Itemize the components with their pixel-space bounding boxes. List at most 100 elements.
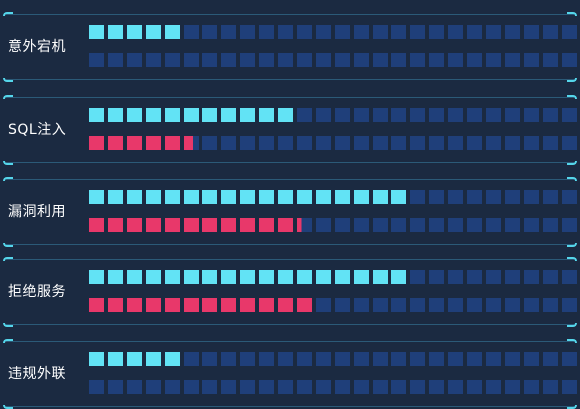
blue-bar-segment bbox=[183, 270, 199, 284]
red-bar-segment bbox=[429, 298, 445, 312]
red-bar-segment bbox=[126, 380, 142, 394]
blue-bar-segment bbox=[410, 25, 426, 39]
blue-bar-segment bbox=[202, 25, 218, 39]
blue-bar-segment bbox=[221, 25, 237, 39]
blue-bar-segment bbox=[259, 25, 275, 39]
blue-bar-segment bbox=[504, 270, 520, 284]
blue-bar-segment bbox=[107, 108, 123, 122]
blue-bar-segment bbox=[372, 108, 388, 122]
blue-bar-segment bbox=[89, 352, 104, 366]
red-bar-segment bbox=[145, 136, 161, 150]
red-bar-segment bbox=[259, 218, 275, 232]
red-bar-segment bbox=[296, 380, 312, 394]
corner-bracket bbox=[3, 177, 13, 181]
red-bar-segment bbox=[391, 380, 407, 394]
row-top-line bbox=[6, 341, 574, 342]
row-accidental-downtime: 意外宕机 bbox=[0, 12, 580, 82]
red-bar-segment bbox=[164, 380, 180, 394]
red-bar-segment bbox=[485, 136, 501, 150]
row-top-line bbox=[6, 97, 574, 98]
red-bar-segment bbox=[278, 53, 293, 67]
red-bar-segment bbox=[202, 380, 218, 394]
red-bar-segment bbox=[202, 136, 218, 150]
blue-bar-segment bbox=[164, 270, 180, 284]
row-sql-injection: SQL注入 bbox=[0, 95, 580, 165]
blue-bar-segment bbox=[523, 108, 539, 122]
corner-bracket bbox=[3, 323, 13, 327]
blue-bar-segment bbox=[183, 352, 199, 366]
blue-bar-segment bbox=[240, 190, 256, 204]
red-bar-segment bbox=[485, 53, 501, 67]
red-bar-segment bbox=[372, 218, 388, 232]
red-bar-segment bbox=[89, 218, 104, 232]
red-bar-segment bbox=[467, 218, 482, 232]
red-bar-segment bbox=[89, 136, 104, 150]
blue-bar-segment bbox=[107, 25, 123, 39]
red-bar-segment bbox=[523, 218, 539, 232]
red-bar-segment bbox=[164, 218, 180, 232]
red-bar-segment bbox=[240, 53, 256, 67]
blue-bar-segment bbox=[485, 352, 501, 366]
blue-bar-segment bbox=[334, 352, 350, 366]
red-bar-segment bbox=[448, 53, 464, 67]
corner-bracket bbox=[3, 12, 13, 16]
blue-bar-segment bbox=[448, 352, 464, 366]
red-bar-segment bbox=[391, 298, 407, 312]
blue-bar-segment bbox=[202, 270, 218, 284]
blue-bar-segment bbox=[315, 25, 331, 39]
blue-bar-segment bbox=[504, 25, 520, 39]
red-bar-segment bbox=[107, 298, 123, 312]
red-bar-segment bbox=[145, 53, 161, 67]
red-bar-segment bbox=[334, 53, 350, 67]
corner-bracket bbox=[567, 243, 577, 247]
red-bar-segment bbox=[448, 218, 464, 232]
blue-bar-segment bbox=[296, 190, 312, 204]
blue-bar-segment bbox=[353, 108, 369, 122]
blue-bar-segment bbox=[410, 108, 426, 122]
blue-bar-segment bbox=[126, 108, 142, 122]
red-bar-segment bbox=[315, 218, 331, 232]
red-bar-segment bbox=[523, 380, 539, 394]
blue-bar-segment bbox=[278, 270, 293, 284]
blue-bar-segment bbox=[353, 352, 369, 366]
corner-bracket bbox=[567, 323, 577, 327]
row-top-line bbox=[6, 179, 574, 180]
red-bar-segment bbox=[410, 136, 426, 150]
blue-bar-segment bbox=[164, 25, 180, 39]
blue-bar-segment bbox=[278, 108, 293, 122]
row-label: SQL注入 bbox=[8, 122, 67, 138]
red-bar-segment bbox=[126, 218, 142, 232]
red-bar-segment bbox=[542, 136, 558, 150]
red-bar-segment bbox=[183, 380, 199, 394]
red-bar-segment bbox=[259, 380, 275, 394]
blue-bar-segment bbox=[353, 270, 369, 284]
blue-bar-segment bbox=[391, 25, 407, 39]
blue-bar-segment bbox=[523, 270, 539, 284]
corner-bracket bbox=[3, 161, 13, 165]
blue-bar-segment bbox=[183, 108, 199, 122]
blue-bar-segment bbox=[145, 352, 161, 366]
red-bar-segment bbox=[107, 53, 123, 67]
red-bar-segment bbox=[523, 136, 539, 150]
red-bar-segment bbox=[164, 136, 180, 150]
red-bar-segment bbox=[542, 380, 558, 394]
blue-bar-segment bbox=[278, 190, 293, 204]
red-bar-segment bbox=[183, 136, 199, 150]
red-bar-segment bbox=[410, 380, 426, 394]
blue-bar-segment bbox=[561, 25, 577, 39]
red-bar-segment bbox=[504, 380, 520, 394]
blue-bar-segment bbox=[315, 108, 331, 122]
blue-bar-segment bbox=[467, 25, 482, 39]
red-bar-segment bbox=[183, 53, 199, 67]
red-bar-segment bbox=[504, 136, 520, 150]
red-bar-segment bbox=[278, 380, 293, 394]
red-bar-segment bbox=[561, 298, 577, 312]
red-bar-segment bbox=[372, 298, 388, 312]
blue-bar-segment bbox=[429, 108, 445, 122]
blue-bar-segment bbox=[278, 352, 293, 366]
blue-bar-segment bbox=[561, 352, 577, 366]
red-bar-segment bbox=[372, 136, 388, 150]
row-label: 违规外联 bbox=[8, 366, 66, 382]
blue-bar-segment bbox=[542, 352, 558, 366]
